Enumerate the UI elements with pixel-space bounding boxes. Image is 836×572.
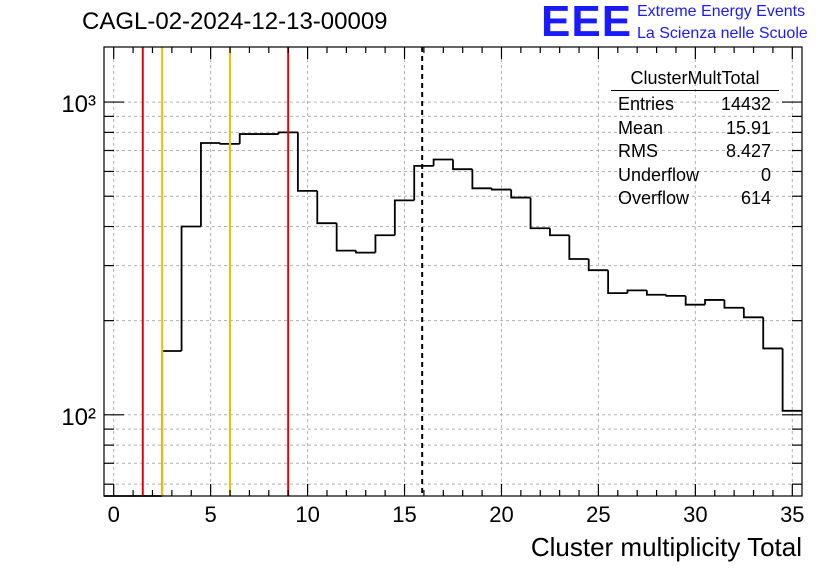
- histogram-bin: [665, 294, 686, 297]
- histogram-bin: [645, 290, 667, 296]
- histogram-bin: [413, 165, 434, 201]
- x-tick-label: 5: [205, 502, 217, 527]
- histogram-bin: [238, 133, 260, 144]
- stats-label: Overflow: [618, 188, 690, 208]
- stats-label: Mean: [618, 117, 664, 138]
- histogram-bin: [393, 199, 415, 236]
- x-tick-label: 15: [392, 502, 416, 527]
- logo-line-1: Extreme Energy Events: [637, 3, 806, 20]
- histogram-bin: [742, 307, 764, 319]
- histogram-bin: [316, 190, 337, 225]
- stats-label: Entries: [618, 94, 675, 114]
- stats-value: 0: [760, 164, 771, 185]
- histogram-bin: [587, 258, 609, 272]
- axis-ticks: [104, 47, 802, 496]
- axis-tick-labels: 0 5 10 15 20 25 30 35 10² 10³: [61, 91, 804, 527]
- stats-label: Underflow: [618, 164, 700, 185]
- histogram-bin: [529, 197, 550, 230]
- histogram-bin: [374, 234, 395, 253]
- histogram-bin: [200, 142, 221, 227]
- stats-value: 614: [740, 188, 771, 208]
- stats-row-entries: Entries 14432: [611, 93, 779, 117]
- eee-logo: EEE: [541, 0, 633, 46]
- histogram-bin: [568, 235, 589, 260]
- histogram-bin: [781, 348, 802, 412]
- stats-value: 8.427: [725, 141, 771, 161]
- histogram-bin: [762, 317, 783, 350]
- x-tick-label: 20: [489, 502, 513, 527]
- stats-box: ClusterMultTotal Entries 14432 Mean 15.9…: [611, 68, 779, 211]
- stats-row-overflow: Overflow 614: [611, 187, 779, 211]
- stats-row-rms: RMS 8.427: [611, 140, 779, 164]
- histogram-bin: [684, 295, 706, 306]
- histogram-bin: [277, 131, 298, 135]
- stats-value: 14432: [720, 94, 771, 114]
- histogram-bin: [626, 289, 647, 294]
- histogram-bin: [607, 270, 628, 294]
- histogram-bin: [161, 350, 182, 496]
- x-tick-label: 0: [108, 502, 120, 527]
- histogram-bin: [704, 299, 725, 305]
- stats-row-underflow: Underflow 0: [611, 164, 779, 188]
- histogram-bin: [549, 228, 570, 237]
- histogram-bin: [432, 158, 453, 166]
- histogram-bin: [355, 250, 376, 254]
- y-tick-label: 10²: [61, 404, 96, 431]
- x-axis-title: Cluster multiplicity Total: [530, 532, 802, 562]
- histogram-bin: [335, 223, 357, 252]
- logo-line-2: La Scienza nelle Scuole: [637, 25, 808, 42]
- stats-row-mean: Mean 15.91: [611, 117, 779, 141]
- histogram-bin: [296, 132, 318, 192]
- plot-frame: [103, 46, 803, 497]
- y-tick-label: 10³: [61, 91, 96, 118]
- stats-value: 15.91: [725, 117, 771, 138]
- histogram-bin: [219, 142, 240, 145]
- histogram-bin: [510, 189, 531, 199]
- stats-box-title: ClusterMultTotal: [611, 68, 779, 91]
- histogram-bin: [471, 169, 492, 190]
- x-tick-label: 35: [780, 502, 804, 527]
- grid-lines: [104, 47, 802, 496]
- marker-lines: [141, 47, 424, 496]
- histogram-bin: [452, 159, 473, 171]
- histogram-bin: [180, 225, 201, 351]
- histogram-bin: [723, 299, 744, 309]
- chart-title: CAGL-02-2024-12-13-00009: [82, 8, 388, 35]
- histogram-series: [104, 131, 802, 497]
- stats-label: RMS: [618, 141, 658, 161]
- x-tick-label: 10: [295, 502, 319, 527]
- x-tick-label: 25: [586, 502, 610, 527]
- histogram-bin: [490, 188, 512, 191]
- x-tick-label: 30: [683, 502, 707, 527]
